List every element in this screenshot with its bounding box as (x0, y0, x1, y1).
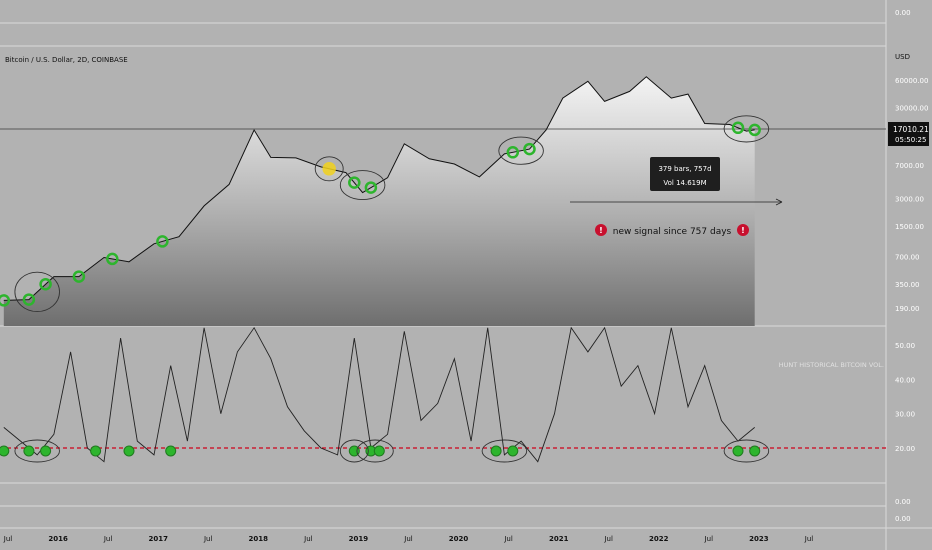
vol-signal-marker-green (23, 445, 35, 457)
price-signal-marker-green (348, 176, 361, 189)
vol-signal-marker-green (90, 445, 102, 457)
last-price-tag (888, 122, 929, 146)
vol-signal-marker-green (373, 445, 385, 457)
vol-scale-tick-label: 20.00 (895, 445, 915, 453)
time-axis-tick-label: Jul (103, 535, 113, 543)
price-signal-marker-green (106, 252, 119, 266)
vol-signal-marker-green (165, 445, 177, 457)
time-axis-tick-label: Jul (203, 535, 213, 543)
vol-series-line (3, 326, 755, 463)
price-signal-marker-green (39, 277, 52, 291)
price-scale-tick-label: 350.00 (895, 281, 920, 289)
price-signal-cluster-ellipse (723, 115, 770, 143)
vol-scale-ticks: 50.00 40.00 30.00 20.00 (895, 342, 915, 453)
warning-icon-right-glyph: ! (741, 226, 745, 235)
vol-signal-marker-green (490, 445, 502, 457)
warning-icon-right (737, 224, 749, 236)
last-price-value: 17010.21 (893, 125, 929, 134)
time-axis-tick-label: Jul (804, 535, 814, 543)
price-scale-tick-label: 1500.00 (895, 223, 924, 231)
time-axis-tick-label: 2021 (549, 535, 569, 543)
price-signal-cluster-ellipse (314, 156, 344, 182)
price-scale-tick-label: 7000.00 (895, 162, 924, 170)
measure-bars-label: 379 bars, 757d (658, 165, 711, 173)
time-axis-tick-label: 2016 (48, 535, 68, 543)
vol-signal-marker-green (123, 445, 135, 457)
vol-signal-cluster-ellipse (356, 439, 394, 463)
time-axis-tick-label: 2018 (249, 535, 269, 543)
lower-scale-value-2: 0.00 (895, 515, 911, 523)
time-axis-ticks: Jul 2016 Jul 2017 Jul 2018 Jul 2019 Jul 2020 Jul 20… (3, 535, 814, 543)
vol-scale-tick-label: 30.00 (895, 411, 915, 419)
last-price-countdown: 05:50:25 (895, 136, 926, 144)
measure-arrow-head (775, 198, 783, 206)
price-scale-currency: USD (895, 53, 910, 61)
lower-scale-value-1: 0.00 (895, 498, 911, 506)
chart-symbol-title: Bitcoin / U.S. Dollar, 2D, COINBASE (5, 56, 128, 64)
price-signal-marker-green (22, 293, 36, 306)
indicator-name-label: HUNT HISTORICAL BITCOIN VOL. (779, 361, 884, 369)
time-axis-tick-label: Jul (704, 535, 714, 543)
price-signal-marker-green (156, 235, 169, 248)
price-signal-markers (0, 115, 770, 313)
price-scale-tick-label: 30000.00 (895, 105, 928, 113)
price-signal-marker-green (506, 146, 520, 159)
time-axis-tick-label: Jul (603, 535, 613, 543)
vol-signal-marker-green (40, 445, 52, 457)
time-axis-tick-label: 2019 (349, 535, 369, 543)
price-signal-marker-green (748, 123, 761, 137)
price-area-fill (3, 76, 755, 326)
time-axis-tick-label: 2017 (148, 535, 168, 543)
vol-signal-cluster-ellipse (14, 439, 60, 463)
time-axis-tick-label: Jul (403, 535, 413, 543)
vol-signal-markers (0, 439, 770, 463)
time-axis-tick-label: 2022 (649, 535, 669, 543)
price-signal-cluster-ellipse (339, 170, 386, 201)
new-signal-text: new signal since 757 days (613, 227, 732, 237)
price-scale-tick-label: 60000.00 (895, 77, 928, 85)
vol-signal-marker-green (0, 445, 10, 457)
price-series-line (3, 76, 755, 301)
time-axis-tick-label: Jul (503, 535, 513, 543)
price-signal-marker-green (731, 121, 745, 135)
price-signal-cluster-ellipse (498, 136, 544, 165)
vol-scale-tick-label: 50.00 (895, 342, 915, 350)
top-pane-scale-value: 0.00 (895, 9, 911, 17)
warning-icon-left (595, 224, 607, 236)
vol-signal-cluster-ellipse (339, 439, 369, 463)
price-signal-marker-green (72, 270, 86, 283)
vol-signal-cluster-ellipse (723, 439, 770, 463)
price-scale-tick-label: 700.00 (895, 253, 920, 261)
time-axis-tick-label: Jul (3, 535, 13, 543)
price-signal-marker-yellow (322, 162, 336, 176)
price-scale-tick-label: 3000.00 (895, 196, 924, 204)
vol-signal-marker-green (732, 445, 744, 457)
price-signal-marker-green (523, 142, 536, 156)
vol-signal-marker-green (507, 445, 519, 457)
time-axis-tick-label: 2020 (449, 535, 469, 543)
vol-signal-marker-green (348, 445, 360, 457)
vol-signal-cluster-ellipse (481, 439, 528, 463)
measure-tooltip-box (650, 157, 720, 191)
time-axis-tick-label: Jul (303, 535, 313, 543)
price-signal-marker-green (364, 181, 378, 194)
price-signal-cluster-ellipse (14, 271, 60, 313)
warning-icon-left-glyph: ! (599, 226, 603, 235)
time-axis-tick-label: 2023 (749, 535, 769, 543)
measure-vol-label: Vol 14.619M (663, 179, 706, 187)
vol-signal-marker-green (749, 445, 761, 457)
vol-scale-tick-label: 40.00 (895, 376, 915, 384)
price-signal-marker-green (0, 294, 11, 307)
price-scale-tick-label: 190.00 (895, 305, 920, 313)
